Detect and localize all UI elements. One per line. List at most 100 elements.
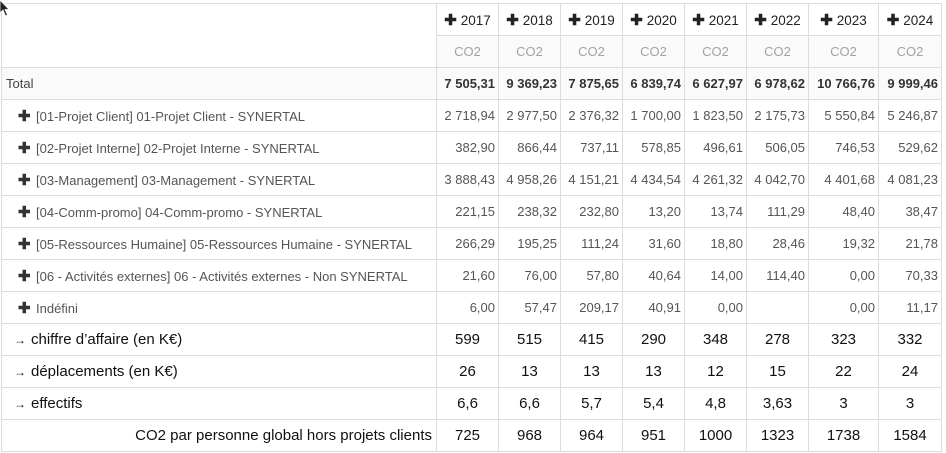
value-cell: 2 718,94 bbox=[436, 99, 499, 132]
measure-header-2019[interactable]: CO2 bbox=[560, 35, 623, 68]
arrow-right-icon: → bbox=[14, 365, 26, 379]
column-year-label: 2020 bbox=[646, 12, 677, 28]
value-cell: 57,47 bbox=[498, 291, 561, 324]
summary-row-header: CO2 par personne global hors projets cli… bbox=[1, 419, 437, 452]
value-cell: 40,64 bbox=[622, 259, 685, 292]
value-cell: 0,00 bbox=[808, 259, 879, 292]
summary-row-label: chiffre d’affaire (en K€) bbox=[31, 331, 183, 348]
summary-cell: 3 bbox=[808, 387, 879, 420]
group-row-header[interactable]: ✚ [05-Ressources Humaine] 05-Ressources H… bbox=[1, 227, 437, 260]
value-cell: 4 042,70 bbox=[746, 163, 809, 196]
summary-cell: 4,8 bbox=[684, 387, 747, 420]
value-cell: 13,20 bbox=[622, 195, 685, 228]
value-cell: 5 550,84 bbox=[808, 99, 879, 132]
measure-header-2018[interactable]: CO2 bbox=[498, 35, 561, 68]
value-cell bbox=[746, 291, 809, 324]
group-row-header[interactable]: ✚ [04-Comm-promo] 04-Comm-promo - SYNERTA… bbox=[1, 195, 437, 228]
expand-plus-icon[interactable]: ✚ bbox=[754, 11, 767, 29]
expand-plus-icon[interactable]: ✚ bbox=[18, 235, 31, 253]
value-cell: 57,80 bbox=[560, 259, 623, 292]
summary-row: → effectifs 6,6 6,6 5,7 5,4 4,8 3,63 3 3 bbox=[1, 387, 942, 420]
value-cell: 31,60 bbox=[622, 227, 685, 260]
column-year-label: 2021 bbox=[708, 12, 739, 28]
summary-cell: 348 bbox=[684, 323, 747, 356]
value-cell: 21,60 bbox=[436, 259, 499, 292]
value-cell: 209,17 bbox=[560, 291, 623, 324]
group-row: ✚ [01-Projet Client] 01-Projet Client - S… bbox=[1, 99, 942, 132]
value-cell: 28,46 bbox=[746, 227, 809, 260]
measure-header-2021[interactable]: CO2 bbox=[684, 35, 747, 68]
column-header-2021[interactable]: ✚ 2021 bbox=[684, 3, 747, 36]
expand-plus-icon[interactable]: ✚ bbox=[18, 299, 31, 317]
expand-plus-icon[interactable]: ✚ bbox=[18, 107, 31, 125]
group-row: ✚ [06 - Activités externes] 06 - Activité… bbox=[1, 259, 942, 292]
expand-plus-icon[interactable]: ✚ bbox=[820, 11, 833, 29]
group-row-header[interactable]: ✚ [03-Management] 03-Management - SYNERTA… bbox=[1, 163, 437, 196]
measure-header-2022[interactable]: CO2 bbox=[746, 35, 809, 68]
expand-plus-icon[interactable]: ✚ bbox=[506, 11, 519, 29]
group-row: ✚ [05-Ressources Humaine] 05-Ressources H… bbox=[1, 227, 942, 260]
expand-plus-icon[interactable]: ✚ bbox=[18, 139, 31, 157]
column-header-2019[interactable]: ✚ 2019 bbox=[560, 3, 623, 36]
summary-cell: 951 bbox=[622, 419, 685, 452]
column-header-2022[interactable]: ✚ 2022 bbox=[746, 3, 809, 36]
summary-cell: 3 bbox=[878, 387, 942, 420]
summary-cell: 15 bbox=[746, 355, 809, 388]
total-cell: 9 369,23 bbox=[498, 67, 561, 100]
column-header-2017[interactable]: ✚ 2017 bbox=[436, 3, 499, 36]
measure-header-2024[interactable]: CO2 bbox=[878, 35, 942, 68]
group-row-header[interactable]: ✚ [02-Projet Interne] 02-Projet Interne -… bbox=[1, 131, 437, 164]
total-label: Total bbox=[1, 67, 437, 100]
value-cell: 21,78 bbox=[878, 227, 942, 260]
group-row-label: [03-Management] 03-Management - SYNERTAL bbox=[36, 172, 316, 188]
value-cell: 18,80 bbox=[684, 227, 747, 260]
group-row-header[interactable]: ✚ [01-Projet Client] 01-Projet Client - S… bbox=[1, 99, 437, 132]
measure-header-2020[interactable]: CO2 bbox=[622, 35, 685, 68]
summary-cell: 22 bbox=[808, 355, 879, 388]
summary-cell: 6,6 bbox=[498, 387, 561, 420]
expand-plus-icon[interactable]: ✚ bbox=[568, 11, 581, 29]
expand-plus-icon[interactable]: ✚ bbox=[886, 11, 900, 29]
expand-plus-icon[interactable]: ✚ bbox=[630, 11, 643, 29]
group-row-header[interactable]: ✚ [06 - Activités externes] 06 - Activité… bbox=[1, 259, 437, 292]
column-header-2018[interactable]: ✚ 2018 bbox=[498, 3, 561, 36]
summary-cell: 6,6 bbox=[436, 387, 499, 420]
summary-cell: 515 bbox=[498, 323, 561, 356]
group-row-header[interactable]: ✚ Indéfini bbox=[1, 291, 437, 324]
total-cell: 6 839,74 bbox=[622, 67, 685, 100]
expand-plus-icon[interactable]: ✚ bbox=[18, 267, 31, 285]
value-cell: 114,40 bbox=[746, 259, 809, 292]
value-cell: 1 700,00 bbox=[622, 99, 685, 132]
summary-cell: 3,63 bbox=[746, 387, 809, 420]
group-row-label: Indéfini bbox=[36, 300, 78, 316]
value-cell: 2 977,50 bbox=[498, 99, 561, 132]
value-cell: 14,00 bbox=[684, 259, 747, 292]
summary-row: → déplacements (en K€) 26 13 13 13 12 15 22 24 bbox=[1, 355, 942, 388]
summary-row-label: CO2 par personne global hors projets cli… bbox=[135, 427, 432, 444]
header-row-years: ✚ 2017 ✚ 2018 ✚ 2019 ✚ 2020 ✚ 2021 ✚ 2022 ✚ 2023 ✚ 2024 bbox=[1, 3, 942, 68]
summary-cell: 415 bbox=[560, 323, 623, 356]
measure-header-2023[interactable]: CO2 bbox=[808, 35, 879, 68]
column-year-label: 2018 bbox=[522, 12, 553, 28]
summary-row-header: → chiffre d’affaire (en K€) bbox=[1, 323, 437, 356]
summary-row-label: déplacements (en K€) bbox=[31, 363, 178, 380]
column-header-2023[interactable]: ✚ 2023 bbox=[808, 3, 879, 36]
summary-cell: 13 bbox=[622, 355, 685, 388]
column-year-label: 2019 bbox=[584, 12, 615, 28]
expand-plus-icon[interactable]: ✚ bbox=[444, 11, 457, 29]
column-year-label: 2022 bbox=[770, 12, 801, 28]
expand-plus-icon[interactable]: ✚ bbox=[18, 203, 31, 221]
expand-plus-icon[interactable]: ✚ bbox=[18, 171, 31, 189]
summary-cell: 1738 bbox=[808, 419, 879, 452]
column-header-2020[interactable]: ✚ 2020 bbox=[622, 3, 685, 36]
expand-plus-icon[interactable]: ✚ bbox=[692, 11, 705, 29]
value-cell: 195,25 bbox=[498, 227, 561, 260]
column-header-2024[interactable]: ✚ 2024 bbox=[878, 3, 942, 36]
value-cell: 4 081,23 bbox=[878, 163, 942, 196]
measure-header-2017[interactable]: CO2 bbox=[436, 35, 499, 68]
pivot-table: ✚ 2017 ✚ 2018 ✚ 2019 ✚ 2020 ✚ 2021 ✚ 2022 ✚ 2023 ✚ 2024… bbox=[1, 3, 942, 452]
value-cell: 70,33 bbox=[878, 259, 942, 292]
summary-row-header: → effectifs bbox=[1, 387, 437, 420]
summary-row: → chiffre d’affaire (en K€) 599 515 415 290 34… bbox=[1, 323, 942, 356]
value-cell: 529,62 bbox=[878, 131, 942, 164]
